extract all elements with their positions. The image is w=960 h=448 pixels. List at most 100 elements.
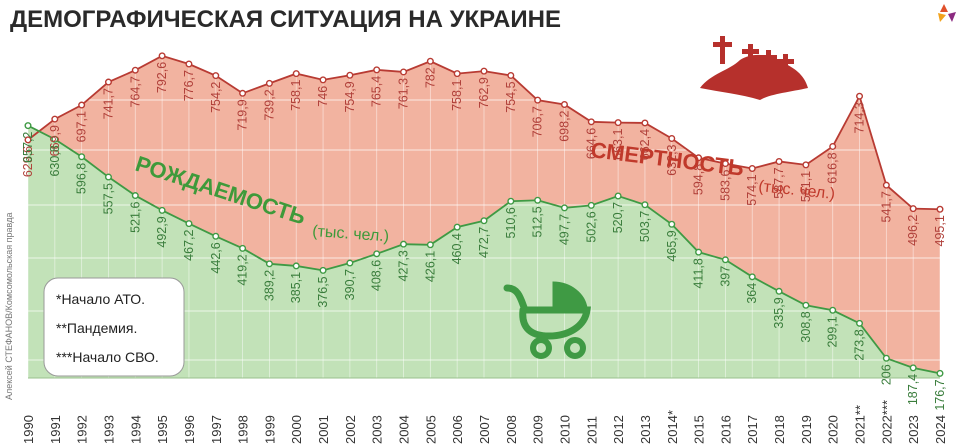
births-point bbox=[802, 301, 810, 309]
year-tick-label: 2021** bbox=[853, 405, 868, 444]
births-data-label: 497,7 bbox=[557, 214, 571, 245]
births-data-label: 411,8 bbox=[692, 258, 706, 288]
deaths-data-label: 746 bbox=[316, 86, 330, 107]
births-point bbox=[292, 262, 300, 270]
births-point bbox=[909, 364, 917, 372]
births-point bbox=[78, 153, 86, 161]
births-point bbox=[695, 248, 703, 256]
births-data-label: 502,6 bbox=[584, 211, 598, 242]
deaths-point bbox=[507, 71, 515, 79]
deaths-data-label: 754,2 bbox=[209, 82, 223, 113]
births-data-label: 492,9 bbox=[155, 216, 169, 247]
births-data-label: 273,8 bbox=[853, 329, 867, 360]
legend-item-ato: *Начало АТО. bbox=[56, 291, 145, 307]
year-tick-label: 2012 bbox=[611, 415, 626, 444]
year-tick-label: 2005 bbox=[423, 415, 438, 444]
graveyard-crosses-icon bbox=[700, 36, 808, 100]
deaths-data-label: 776,7 bbox=[182, 70, 196, 101]
births-point bbox=[400, 240, 408, 248]
year-tick-label: 2014* bbox=[665, 410, 680, 444]
deaths-data-label: 706,7 bbox=[531, 106, 545, 137]
deaths-point bbox=[775, 157, 783, 165]
births-point bbox=[641, 201, 649, 209]
deaths-data-label: 574,1 bbox=[745, 174, 759, 205]
deaths-data-label: 741,7 bbox=[101, 88, 115, 119]
year-tick-label: 2015 bbox=[692, 415, 707, 444]
births-point bbox=[453, 223, 461, 231]
deaths-point bbox=[453, 70, 461, 78]
births-data-label: 408,6 bbox=[370, 260, 384, 291]
deaths-data-label: 495,1 bbox=[933, 215, 947, 246]
deaths-point bbox=[587, 118, 595, 126]
births-data-label: 206 bbox=[879, 364, 893, 385]
year-tick-label: 1994 bbox=[128, 415, 143, 444]
births-data-label: 596,8 bbox=[75, 163, 89, 194]
deaths-data-label: 754,9 bbox=[343, 81, 357, 112]
births-data-label: 467,2 bbox=[182, 230, 196, 261]
baby-stroller-icon bbox=[503, 281, 591, 359]
series-points bbox=[24, 52, 944, 377]
year-tick-label: 2010 bbox=[557, 415, 572, 444]
births-data-label: 521,6 bbox=[128, 202, 142, 233]
deaths-point bbox=[614, 119, 622, 127]
year-tick-label: 2001 bbox=[316, 415, 331, 444]
births-point bbox=[185, 220, 193, 228]
deaths-data-label: 616,8 bbox=[826, 152, 840, 183]
births-data-label: 503,7 bbox=[638, 211, 652, 242]
deaths-point bbox=[909, 205, 917, 213]
deaths-data-label: 697,1 bbox=[75, 111, 89, 142]
births-data-label: 397 bbox=[718, 266, 732, 287]
year-tick-label: 2004 bbox=[397, 415, 412, 444]
births-data-label: 364 bbox=[745, 283, 759, 304]
births-point bbox=[668, 220, 676, 228]
year-tick-label: 2018 bbox=[772, 415, 787, 444]
births-point bbox=[346, 259, 354, 267]
births-data-label: 299,1 bbox=[826, 316, 840, 347]
year-tick-label: 1991 bbox=[48, 415, 63, 444]
deaths-point bbox=[265, 79, 273, 87]
births-data-label: 657,2 bbox=[21, 132, 35, 163]
deaths-data-label: 792,6 bbox=[155, 62, 169, 93]
births-point bbox=[24, 122, 32, 130]
deaths-data-label: 762,9 bbox=[477, 77, 491, 108]
year-tick-label: 2013 bbox=[638, 415, 653, 444]
births-data-label: 390,7 bbox=[343, 269, 357, 300]
deaths-data-label: 761,3 bbox=[397, 78, 411, 109]
deaths-data-label: 587,7 bbox=[772, 167, 786, 198]
brand-logo-icon bbox=[938, 4, 956, 22]
births-point bbox=[239, 244, 247, 252]
deaths-data-label: 714,3 bbox=[853, 102, 867, 133]
births-point bbox=[158, 206, 166, 214]
births-point bbox=[936, 369, 944, 377]
year-tick-label: 2017 bbox=[745, 415, 760, 444]
year-tick-label: 2006 bbox=[450, 415, 465, 444]
births-data-label: 472,7 bbox=[477, 227, 491, 258]
births-data-label: 512,5 bbox=[531, 206, 545, 237]
births-point bbox=[426, 241, 434, 249]
deaths-point bbox=[856, 92, 864, 100]
births-point bbox=[51, 135, 59, 143]
deaths-point bbox=[748, 164, 756, 172]
deaths-point bbox=[560, 100, 568, 108]
deaths-point bbox=[641, 119, 649, 127]
births-point bbox=[748, 273, 756, 281]
births-data-label: 630,8 bbox=[48, 145, 62, 176]
births-data-label: 427,3 bbox=[397, 250, 411, 281]
births-data-label: 419,2 bbox=[236, 254, 250, 285]
deaths-point bbox=[185, 60, 193, 68]
births-data-label: 176,7 bbox=[933, 379, 947, 410]
year-tick-label: 2023 bbox=[906, 415, 921, 444]
deaths-data-label: 782 bbox=[423, 67, 437, 88]
year-tick-label: 2020 bbox=[826, 415, 841, 444]
deaths-point bbox=[829, 142, 837, 150]
deaths-data-label: 541,7 bbox=[879, 191, 893, 222]
deaths-data-label: 662,4 bbox=[638, 129, 652, 160]
births-data-label: 335,9 bbox=[772, 297, 786, 328]
births-point bbox=[480, 217, 488, 225]
deaths-point bbox=[78, 101, 86, 109]
births-point bbox=[560, 204, 568, 212]
deaths-point bbox=[936, 205, 944, 213]
births-point bbox=[212, 232, 220, 240]
year-tick-label: 2000 bbox=[289, 415, 304, 444]
